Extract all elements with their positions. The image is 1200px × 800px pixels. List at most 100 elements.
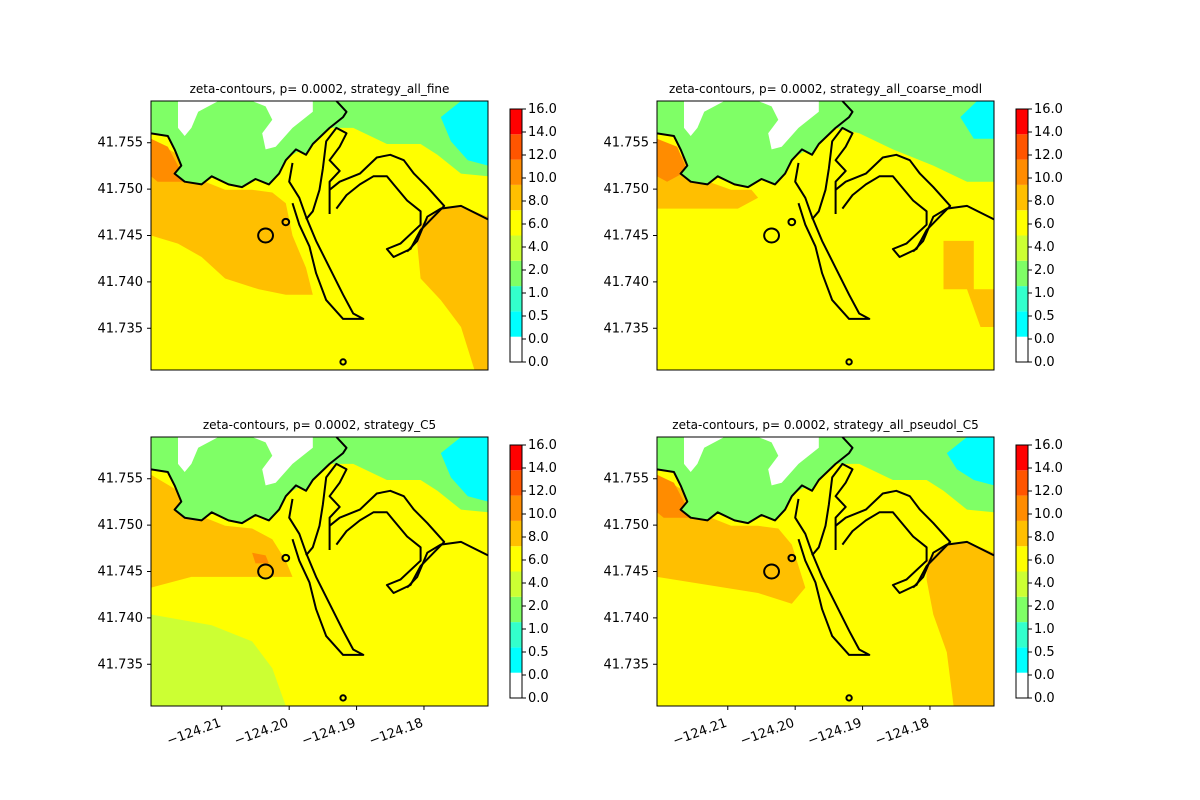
colorbar-band <box>510 134 522 160</box>
coastline-4 <box>834 489 952 594</box>
colorbar-tick-label: 14.0 <box>528 125 557 140</box>
colorbar-tick-label: 16.0 <box>528 102 557 117</box>
colorbar-band <box>510 109 522 135</box>
island-2 <box>787 553 797 563</box>
colorbar-tick-label: 2.0 <box>1034 599 1055 614</box>
colorbar-band <box>1016 210 1028 236</box>
colorbar: 0.0 0.0 0.5 1.0 2.0 4.0 6.0 8.0 10.0 12.0 14.0 16.0 <box>1015 438 1063 706</box>
colorbar-band <box>1016 134 1028 160</box>
panel-title: zeta-contours, p= 0.0002, strategy_all_f… <box>190 82 450 96</box>
colorbar-tick-label: 16.0 <box>1034 102 1063 117</box>
colorbar-band <box>510 311 522 337</box>
colorbar-tick-label: 8.0 <box>1034 530 1055 545</box>
colorbar-band <box>1016 311 1028 337</box>
colorbar-tick-label: 6.0 <box>1034 553 1055 568</box>
y-tick-label: 41.750 <box>98 182 144 197</box>
island-2 <box>281 217 291 227</box>
coastline-3 <box>305 462 348 557</box>
x-tick-label: −124.18 <box>367 716 425 749</box>
panel-title: zeta-contours, p= 0.0002, strategy_all_c… <box>669 82 982 96</box>
colorbar-band <box>1016 495 1028 521</box>
island-1 <box>257 563 274 580</box>
colorbar-tick-label: 4.0 <box>528 240 549 255</box>
colorbar-band <box>510 210 522 236</box>
colorbar-tick-label: 10.0 <box>528 171 557 186</box>
y-tick-label: 41.750 <box>98 518 144 533</box>
island-1 <box>763 563 780 580</box>
colorbar-tick-label: 2.0 <box>528 263 549 278</box>
colorbar-band <box>510 235 522 261</box>
offshore-zone <box>440 101 488 166</box>
plot-area <box>657 437 994 706</box>
y-tick-label: 41.740 <box>604 611 650 626</box>
y-tick-label: 41.740 <box>604 275 650 290</box>
coastline-3 <box>811 126 854 221</box>
y-tick-label: 41.745 <box>604 565 650 580</box>
land-mask <box>178 437 313 486</box>
colorbar-band <box>510 286 522 312</box>
colorbar-tick-label: 16.0 <box>1034 438 1063 453</box>
colorbar-tick-label: 6.0 <box>1034 217 1055 232</box>
y-tick-label: 41.755 <box>98 472 144 487</box>
colorbar-tick-label: 4.0 <box>1034 576 1055 591</box>
colorbar-tick-label: 0.0 <box>528 691 549 706</box>
colorbar-band <box>510 647 522 673</box>
chart-panel-4: zeta-contours, p= 0.0002, strategy_all_p… <box>604 418 1063 749</box>
island-2 <box>787 217 797 227</box>
y-tick-label: 41.740 <box>98 275 144 290</box>
colorbar-tick-label: 12.0 <box>1034 148 1063 163</box>
colorbar-band <box>510 260 522 287</box>
colorbar-band <box>1016 445 1028 471</box>
colorbar-tick-label: 10.0 <box>528 507 557 522</box>
coastline-4 <box>834 153 952 258</box>
nearshore-zone <box>657 138 759 209</box>
colorbar-tick-label: 4.0 <box>1034 240 1055 255</box>
colorbar-band <box>1016 596 1028 623</box>
coastline-5 <box>912 204 994 253</box>
x-tick-label: −124.20 <box>738 716 796 749</box>
y-tick-label: 41.735 <box>604 657 650 672</box>
colorbar-frame <box>1015 444 1029 699</box>
coastline-1 <box>657 101 854 189</box>
offshore-zone <box>440 437 488 502</box>
x-tick-label: −124.19 <box>300 716 358 749</box>
y-tick-label: 41.750 <box>604 182 650 197</box>
colorbar-tick-label: 0.0 <box>1034 332 1055 347</box>
x-tick-label: −124.21 <box>165 716 223 749</box>
colorbar-band <box>1016 520 1028 547</box>
y-tick-label: 41.745 <box>604 229 650 244</box>
colorbar-tick-label: 12.0 <box>1034 484 1063 499</box>
coastline-1 <box>151 437 348 525</box>
colorbar-band <box>510 495 522 521</box>
colorbar-band <box>1016 336 1028 362</box>
colorbar-tick-label: 0.0 <box>1034 668 1055 683</box>
coastline-2 <box>288 498 365 656</box>
colorbar-band <box>510 546 522 572</box>
colorbar-band <box>510 336 522 362</box>
colorbar-band <box>1016 647 1028 673</box>
colorbar-band <box>510 184 522 211</box>
land-mask <box>684 101 819 150</box>
y-tick-label: 41.735 <box>604 321 650 336</box>
y-tick-label: 41.755 <box>604 136 650 151</box>
chart-panel-1: zeta-contours, p= 0.0002, strategy_all_f… <box>98 82 557 371</box>
colorbar-tick-label: 8.0 <box>1034 194 1055 209</box>
colorbar-tick-label: 1.0 <box>528 622 549 637</box>
panel-title: zeta-contours, p= 0.0002, strategy_C5 <box>203 418 436 432</box>
coastline-3 <box>811 462 854 557</box>
colorbar-tick-label: 0.0 <box>528 332 549 347</box>
colorbar-tick-label: 16.0 <box>528 438 557 453</box>
colorbar-band <box>1016 286 1028 312</box>
colorbar-tick-label: 0.0 <box>1034 355 1055 370</box>
colorbar-band <box>510 520 522 547</box>
colorbar-tick-label: 0.0 <box>528 668 549 683</box>
land-mask <box>178 101 313 150</box>
y-tick-label: 41.755 <box>98 136 144 151</box>
island-1 <box>257 227 274 244</box>
colorbar: 0.0 0.0 0.5 1.0 2.0 4.0 6.0 8.0 10.0 12.0 14.0 16.0 <box>509 102 557 370</box>
colorbar-band <box>1016 184 1028 211</box>
y-tick-label: 41.740 <box>98 611 144 626</box>
colorbar-tick-label: 10.0 <box>1034 507 1063 522</box>
colorbar-band <box>510 672 522 698</box>
